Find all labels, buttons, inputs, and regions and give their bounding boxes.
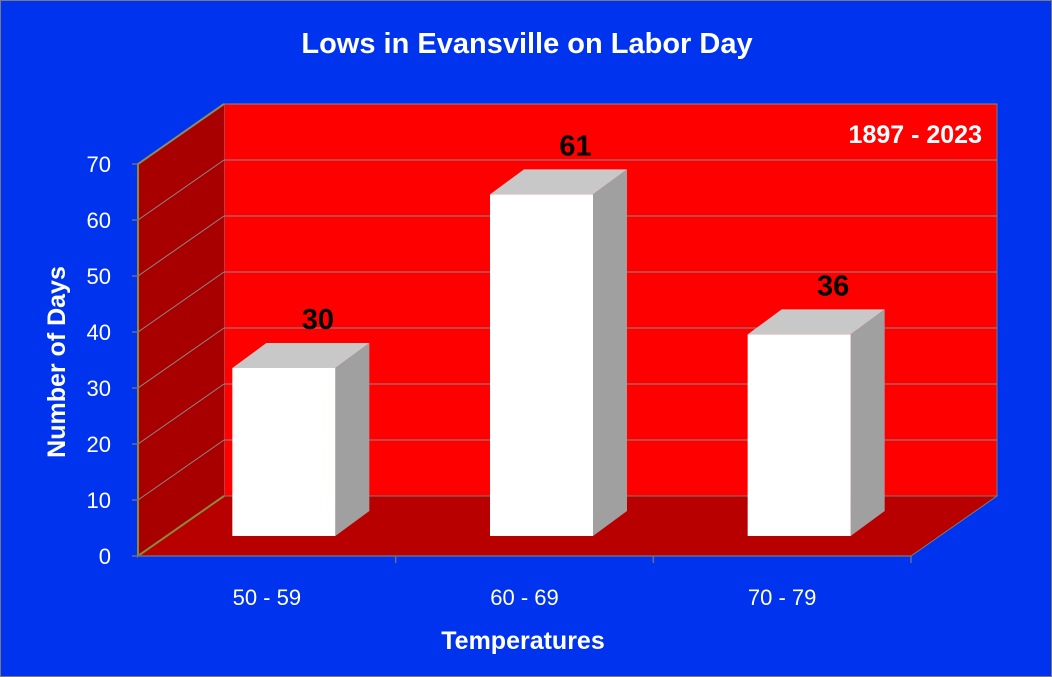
gridline-side xyxy=(137,215,225,277)
x-tick-label: 50 - 59 xyxy=(233,585,302,610)
gridline-side xyxy=(137,383,225,445)
data-label: 36 xyxy=(817,270,849,302)
bar-top xyxy=(232,343,370,368)
y-tick-labels: 0 10 20 30 40 50 60 70 xyxy=(87,152,111,569)
y-tick-label: 0 xyxy=(99,544,111,569)
chart-title: Lows in Evansville on Labor Day xyxy=(301,28,752,60)
x-tick-label: 60 - 69 xyxy=(490,585,559,610)
data-labels: 30 61 36 xyxy=(302,130,850,336)
data-label: 30 xyxy=(302,304,334,336)
bars-group xyxy=(232,169,912,563)
y-tick-label: 30 xyxy=(87,376,111,401)
y-tick-label: 40 xyxy=(87,320,111,345)
gridline-side xyxy=(137,103,225,165)
bar-side xyxy=(335,343,370,536)
y-tick-label: 50 xyxy=(87,264,111,289)
gridline-side xyxy=(137,327,225,389)
side-wall xyxy=(138,104,224,556)
x-axis-title: Temperatures xyxy=(441,627,605,655)
bar-side xyxy=(850,309,885,536)
y-tick-label: 70 xyxy=(87,152,111,177)
x-tick-label: 70 - 79 xyxy=(748,585,817,610)
gridline-side xyxy=(137,439,225,501)
bar xyxy=(232,368,336,536)
bar-top xyxy=(490,169,627,195)
bar-side xyxy=(593,169,627,536)
y-tick-label: 60 xyxy=(87,208,111,233)
gridline-side xyxy=(137,159,225,221)
bar xyxy=(747,334,851,536)
y-tick-label: 20 xyxy=(87,432,111,457)
bar-top xyxy=(747,309,885,335)
y-tick-label: 10 xyxy=(87,488,111,513)
gridline-side xyxy=(137,271,225,333)
x-tick-labels: 50 - 59 60 - 69 70 - 79 xyxy=(233,585,817,610)
bar xyxy=(490,194,593,536)
data-label: 61 xyxy=(559,130,591,162)
y-axis-title: Number of Days xyxy=(43,266,71,458)
year-range-annotation: 1897 - 2023 xyxy=(849,121,982,149)
